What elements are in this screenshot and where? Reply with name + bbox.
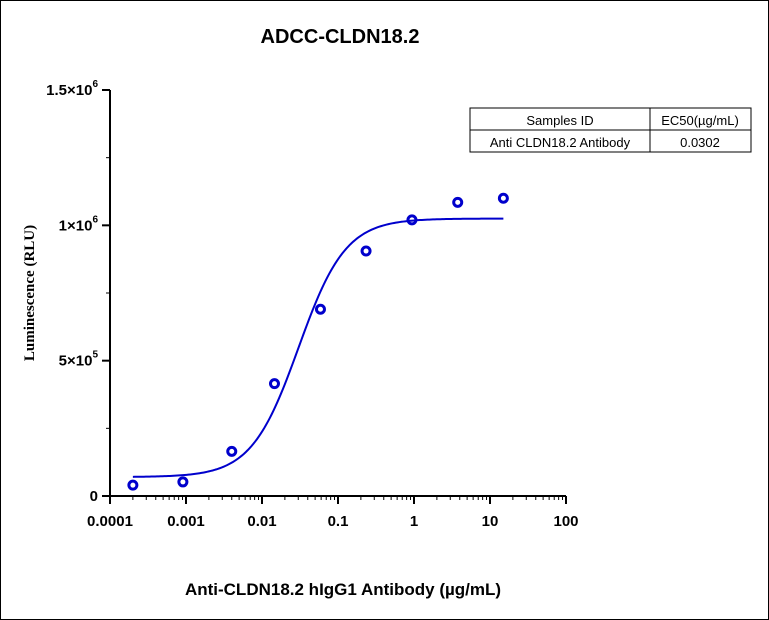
data-point <box>360 245 372 257</box>
table-cell-ec50: 0.0302 <box>680 135 720 150</box>
y-tick-label: 0 <box>90 488 98 505</box>
x-tick-label: 0.01 <box>247 513 276 530</box>
chart-title: ADCC-CLDN18.2 <box>261 26 420 48</box>
data-point <box>177 476 189 488</box>
data-points <box>127 192 509 491</box>
x-axis-label: Anti-CLDN18.2 hIgG1 Antibody (µg/mL) <box>185 580 501 599</box>
data-point <box>406 214 418 226</box>
table-header-ec50: EC50(µg/mL) <box>661 113 739 128</box>
ticks: 0.0001 0.001 0.01 0.1 1 10 100 0 5×105 1×106 1.5×1… <box>46 79 578 530</box>
x-tick-label: 0.001 <box>167 513 205 530</box>
x-tick-label: 0.1 <box>328 513 349 530</box>
x-tick-label: 0.0001 <box>87 513 133 530</box>
data-point <box>314 303 326 315</box>
table-cell-sample: Anti CLDN18.2 Antibody <box>490 135 631 150</box>
data-point <box>127 479 139 491</box>
y-tick-label: 1×106 <box>59 214 99 234</box>
y-tick-label: 1.5×106 <box>46 79 98 99</box>
ec50-table: Samples ID EC50(µg/mL) Anti CLDN18.2 Ant… <box>469 107 752 153</box>
y-tick-label: 5×105 <box>59 350 99 370</box>
y-axis-label: Luminescence (RLU) <box>22 225 38 361</box>
x-tick-label: 1 <box>410 513 418 530</box>
table-header-sample: Samples ID <box>526 113 593 128</box>
data-point <box>268 378 280 390</box>
data-point <box>226 445 238 457</box>
x-tick-label: 10 <box>482 513 499 530</box>
data-point <box>452 196 464 208</box>
x-tick-label: 100 <box>553 513 578 530</box>
data-point <box>497 192 509 204</box>
fit-curve <box>132 217 504 478</box>
